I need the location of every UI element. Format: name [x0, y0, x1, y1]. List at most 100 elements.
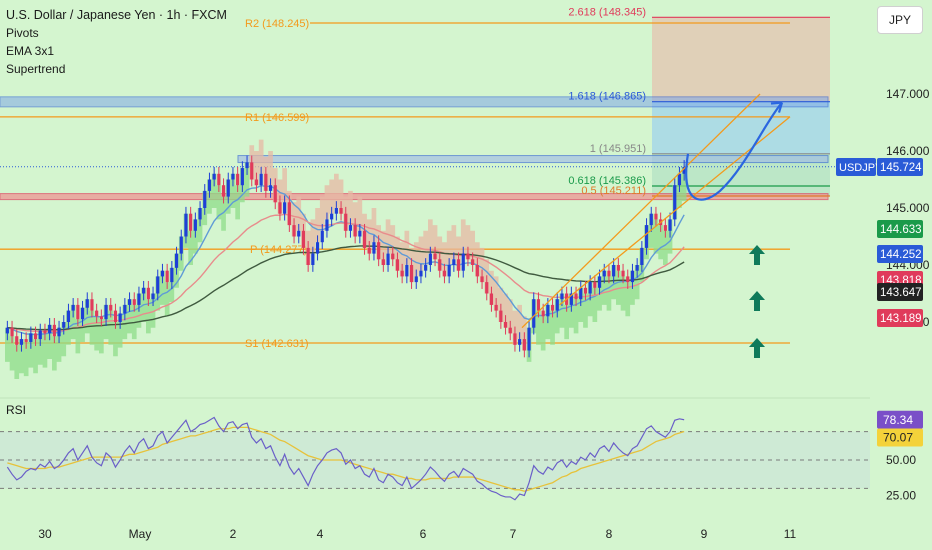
x-axis-tick-4: 6 — [420, 527, 427, 541]
candle-body — [184, 213, 188, 237]
candle-body — [217, 173, 221, 186]
pivot-label-0: R2 (148.245) — [245, 18, 309, 30]
candle-body — [160, 270, 165, 277]
candle-body — [273, 185, 277, 203]
candle-body — [315, 242, 320, 254]
candle-body — [62, 322, 66, 328]
candle-body — [29, 333, 33, 342]
candle-body — [377, 242, 381, 260]
candle-body — [649, 213, 653, 226]
currency-button[interactable]: JPY — [877, 6, 923, 34]
support-band — [0, 193, 829, 201]
x-axis-tick-3: 4 — [317, 527, 324, 541]
candle-body — [221, 185, 226, 197]
indicator-supertrend[interactable]: Supertrend — [6, 62, 66, 76]
candle-body — [391, 253, 395, 260]
candle-body — [593, 282, 597, 288]
candle-body — [616, 265, 620, 271]
candle-body — [471, 259, 475, 265]
forecast-arrow-head — [770, 101, 784, 113]
up-arrow-icon-1 — [749, 291, 765, 311]
candle-body — [142, 287, 146, 294]
candle-body — [424, 265, 428, 271]
candle-body — [174, 253, 179, 268]
x-axis-tick-8: 11 — [784, 527, 797, 541]
candle-body — [621, 270, 625, 277]
candle-body — [320, 230, 324, 243]
x-axis-tick-1: May — [129, 527, 152, 541]
symbol-badge-label: USDJPY — [839, 162, 883, 174]
candle-body — [635, 265, 639, 271]
candle-body — [99, 316, 103, 320]
candle-body — [560, 293, 564, 300]
indicator-pivots[interactable]: Pivots — [6, 26, 39, 40]
fib-label-4: 0.5 (145.211) — [581, 185, 646, 197]
candle-body — [358, 230, 362, 237]
candle-body — [541, 310, 545, 317]
candle-body — [513, 333, 517, 345]
price-badge-value-2: 144.252 — [880, 249, 922, 261]
candle-body — [348, 225, 353, 231]
candle-body — [400, 270, 404, 277]
candle-body — [334, 208, 338, 214]
candle-body — [179, 236, 183, 254]
candle-body — [113, 310, 118, 322]
fib-label-1: 1.618 (146.865) — [568, 91, 646, 103]
candle-body — [127, 299, 132, 305]
candle-body — [156, 276, 160, 294]
candle-body — [236, 173, 240, 186]
candle-body — [80, 307, 85, 320]
candle-body — [123, 304, 127, 314]
candle-body — [231, 173, 235, 180]
candle-body — [597, 276, 602, 288]
candle-body — [414, 276, 418, 283]
candle-body — [264, 173, 268, 191]
candle-body — [301, 230, 306, 248]
indicator-ema[interactable]: EMA 3x1 — [6, 44, 55, 58]
pivot-label-1: R1 (146.599) — [245, 112, 309, 124]
candle-body — [344, 213, 348, 231]
candle-body — [654, 213, 658, 220]
candle-body — [330, 213, 334, 220]
channel-upper — [521, 93, 761, 329]
candle-body — [132, 299, 136, 305]
candle-body — [433, 253, 437, 260]
candle-body — [522, 339, 526, 351]
candle-body — [212, 173, 216, 180]
candle-body — [76, 304, 80, 320]
candle-body — [527, 327, 531, 351]
chart-legend: U.S. Dollar / Japanese Yen · 1h · FXCM P… — [6, 6, 227, 78]
candle-body — [353, 225, 357, 237]
candle-body — [90, 299, 94, 311]
fib-label-3: 0.618 (145.386) — [568, 175, 646, 187]
candle-body — [419, 270, 423, 277]
rsi-ma-text: 70.07 — [883, 431, 913, 445]
candle-body — [644, 225, 649, 248]
supertrend-down-fill — [249, 139, 527, 351]
candle-body — [485, 282, 489, 294]
candle-body — [15, 336, 19, 345]
candle-body — [85, 299, 89, 308]
candle-body — [24, 339, 28, 342]
candle-body — [626, 276, 630, 283]
candle-body — [207, 179, 212, 191]
symbol-title[interactable]: U.S. Dollar / Japanese Yen · 1h · FXCM — [6, 8, 227, 22]
candle-body — [203, 190, 207, 208]
candle-body — [583, 287, 588, 294]
price-badge-2 — [877, 245, 923, 263]
candle-body — [254, 179, 259, 186]
candle-body — [372, 242, 376, 254]
fib-label-0: 2.618 (148.345) — [568, 6, 646, 18]
x-axis-tick-6: 8 — [606, 527, 613, 541]
fib-label-2: 1 (145.951) — [590, 143, 646, 155]
price-badge-value-0: 145.724 — [880, 162, 922, 174]
supply-band — [237, 155, 829, 164]
price-badge-1 — [877, 220, 923, 238]
candle-body — [682, 166, 686, 174]
rsi-value-text: 78.34 — [883, 413, 913, 427]
rsi-value-badge — [877, 410, 923, 429]
candle-body — [165, 270, 169, 283]
candle-body — [588, 282, 592, 294]
candle-body — [33, 333, 38, 340]
